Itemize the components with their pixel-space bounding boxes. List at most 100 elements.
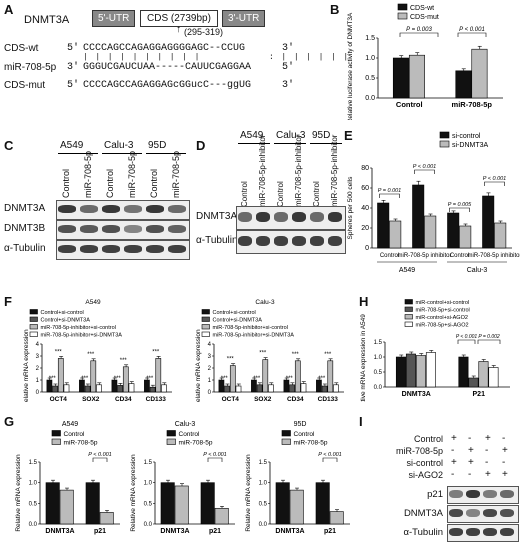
protein-label: α-Tubulin	[196, 235, 238, 246]
condition-label: si-control	[406, 458, 443, 468]
protein-band	[483, 528, 497, 536]
bar	[408, 54, 425, 99]
legend-swatch	[29, 316, 38, 322]
protein-band	[58, 225, 76, 233]
lane-label: miR-708-5p	[127, 150, 137, 198]
y-tick-label: 40	[361, 205, 369, 212]
condition-sign: +	[485, 469, 491, 480]
y-axis-label: Relative mRNA expression	[195, 329, 202, 402]
legend-swatch	[166, 438, 176, 445]
bar	[455, 70, 472, 99]
y-tick-label: 0.0	[365, 95, 375, 102]
significance-stars: ***	[152, 349, 160, 355]
p-value: P = 0.002	[478, 334, 500, 340]
legend-label: miR-708-5p-inhibitor+si-DNMT3A	[213, 333, 295, 339]
protein-band	[168, 205, 186, 213]
condition-sign: +	[502, 469, 508, 480]
legend-label: miR-control+si-AGO2	[416, 315, 468, 321]
y-tick-label: 1.5	[365, 35, 375, 42]
category-label: Control	[396, 100, 423, 109]
legend-swatch	[201, 309, 210, 315]
y-tick-label: 4	[208, 342, 212, 348]
cell-line-label: Calu-3	[467, 267, 488, 274]
legend-swatch	[404, 321, 413, 327]
bar	[459, 225, 472, 249]
protein-band	[466, 509, 480, 517]
condition-sign: -	[468, 469, 472, 480]
site-position: (295-319)	[184, 27, 224, 37]
protein-label: DNMT3A	[403, 508, 443, 519]
y-tick-label: 2	[208, 366, 212, 372]
row-label: CDS-mut	[4, 80, 46, 91]
protein-band	[449, 528, 463, 536]
category-label: SOX2	[254, 396, 272, 402]
bar	[63, 384, 70, 393]
lane-label: Control	[240, 181, 249, 207]
subchart-title: Calu-3	[175, 421, 196, 428]
significance-stars: ***	[259, 351, 267, 357]
cell-line-label: A549	[399, 267, 415, 274]
blot-strip	[236, 230, 346, 254]
legend-swatch	[281, 438, 291, 445]
gene-name: DNMT3A	[24, 14, 70, 26]
y-tick-label: 3	[36, 354, 40, 360]
protein-label: DNMT3A	[196, 211, 238, 222]
row-sequence: GGGUCGAUCUAA-----CAUUCGAGGAA	[83, 62, 252, 73]
category-label: OCT4	[50, 396, 68, 402]
legend-swatch	[404, 314, 413, 320]
legend-label: Control	[64, 431, 86, 438]
protein-band	[500, 528, 514, 536]
protein-band	[168, 245, 186, 253]
panel-letter: H	[359, 294, 369, 309]
bar	[90, 360, 97, 393]
condition-label: Control	[413, 434, 443, 444]
y-tick-label: 0.0	[259, 522, 268, 528]
p-value: P < 0.001	[203, 452, 227, 458]
category-label: miR-708-5p	[452, 100, 493, 109]
bar	[321, 385, 328, 393]
y-tick-label: 0.0	[144, 522, 153, 528]
significance-stars: ***	[146, 376, 154, 382]
bar	[85, 482, 100, 525]
bar	[333, 384, 339, 393]
condition-sign: +	[451, 433, 457, 444]
lane-label: Control	[276, 181, 285, 207]
mrna-bar-chart: A549 Control miR-708-5p 0.0 0.5 1.0 1.5 Relativ…	[15, 421, 350, 535]
bar	[395, 356, 406, 388]
significance-bracket	[477, 339, 501, 344]
legend-label: Control+si-DNMT3A	[41, 318, 91, 324]
row-prime5: 3'	[67, 62, 80, 73]
significance-bracket	[449, 207, 470, 212]
protein-label: α-Tubulin	[403, 527, 443, 538]
bar	[294, 360, 301, 393]
blot-strip	[56, 220, 190, 240]
protein-band	[124, 245, 142, 253]
bar	[424, 215, 437, 249]
legend-label: Control+si-DNMT3A	[213, 318, 263, 324]
protein-band	[124, 205, 142, 213]
y-tick-label: 0	[365, 245, 369, 252]
bar	[468, 377, 479, 388]
protein-band	[292, 212, 306, 222]
category-label: DNMT3A	[275, 528, 304, 535]
p-value: P = 0.005	[448, 202, 472, 208]
legend-label: Control	[179, 431, 201, 438]
y-axis-label: Spheres per 500 cells	[347, 176, 354, 240]
category-label: OCT4	[222, 396, 240, 402]
p-value: P = 0.003	[406, 27, 432, 33]
panel-letter: B	[330, 2, 340, 17]
ago2-bar-chart: miR-control+si-control miR-708-5p+si-cont…	[360, 299, 510, 402]
significance-bracket	[484, 181, 505, 186]
protein-band	[238, 212, 252, 222]
bar	[478, 361, 489, 388]
protein-band	[466, 490, 480, 498]
cell-line-label: A549	[240, 130, 264, 141]
panel-f: F A549 Control+si-control Control+si-DNMT3…	[0, 292, 350, 402]
panel-h: H miR-control+si-control miR-708-5p+si-co…	[355, 292, 520, 402]
p-value: P < 0.001	[483, 176, 507, 182]
row-prime5: 5'	[67, 80, 80, 91]
bar	[117, 385, 123, 393]
significance-bracket	[414, 169, 435, 174]
bar	[161, 384, 167, 393]
significance-stars: ***	[318, 376, 326, 382]
